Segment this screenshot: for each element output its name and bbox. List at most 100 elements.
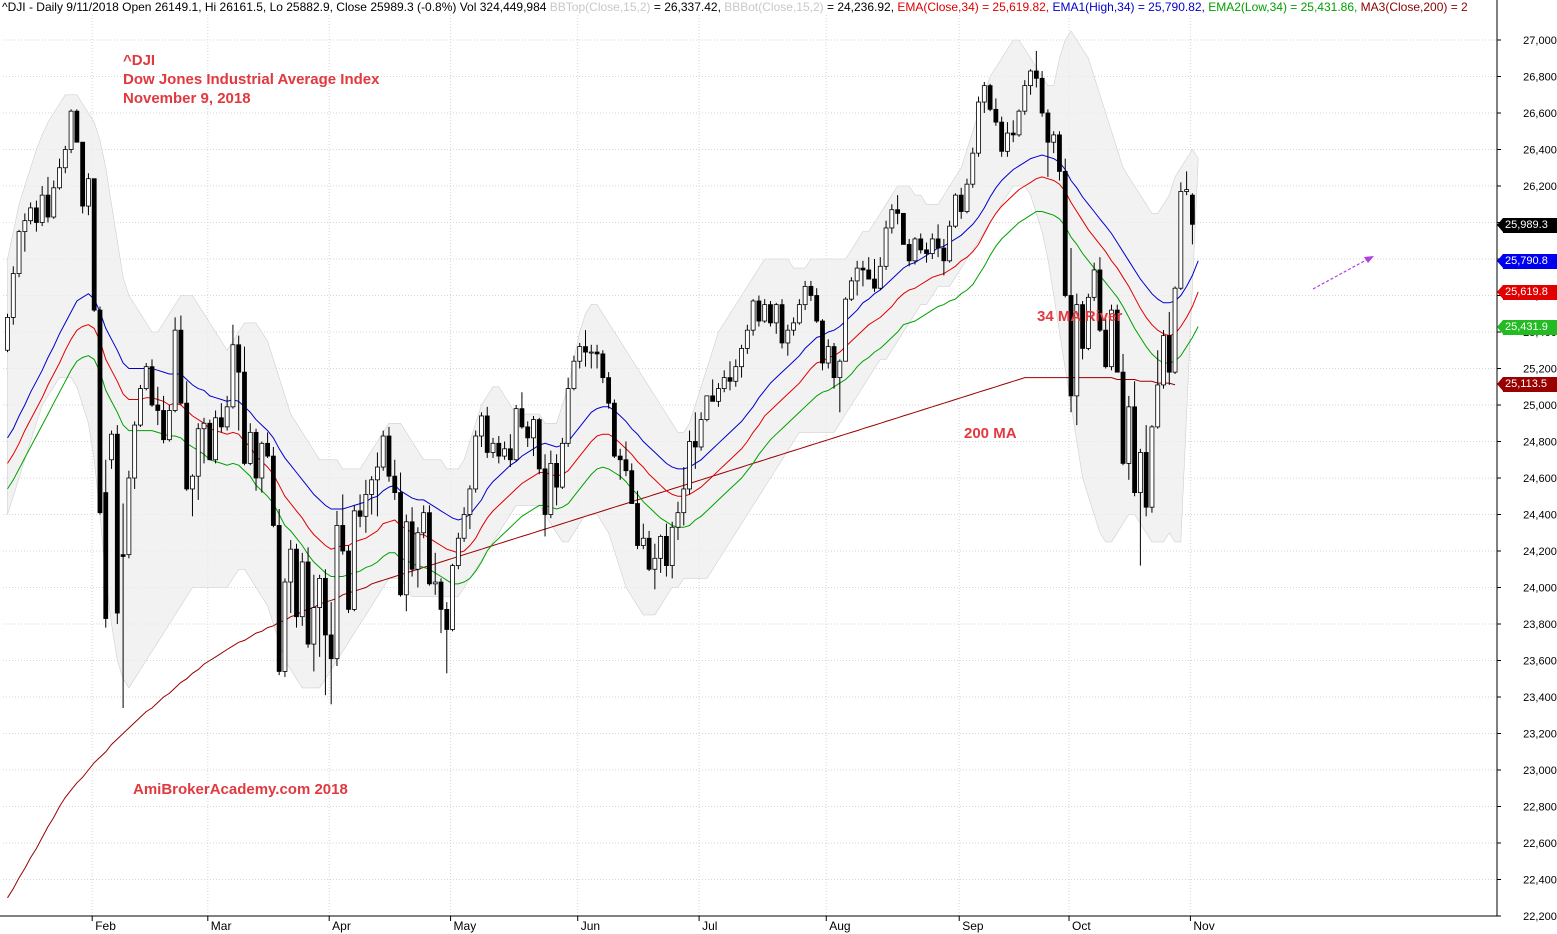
candle-body [207, 422, 213, 461]
title-symbol: ^DJI [123, 52, 156, 69]
ema-badge: 25,619.8 [1497, 285, 1557, 300]
y-tick-label: 23,600 [1523, 656, 1557, 668]
river-label: 34 MA River [1037, 308, 1123, 325]
bbtop-label: BBTop(Close,15,2) [549, 0, 651, 14]
candle-body [1039, 77, 1045, 114]
candle-body [669, 526, 675, 567]
y-tick-label: 24,800 [1523, 437, 1557, 449]
candle-body [854, 267, 860, 282]
y-tick-label: 24,400 [1523, 510, 1557, 522]
candle-body [860, 267, 866, 271]
candle-body [450, 565, 455, 630]
candle-body [190, 475, 195, 490]
candle-body [1057, 134, 1062, 172]
candle-body [236, 344, 242, 373]
candle-body [583, 346, 588, 353]
candle-body [473, 435, 479, 490]
candle-body [1149, 426, 1155, 508]
candle-body [536, 419, 542, 470]
candle-body [461, 514, 467, 539]
candle-body [727, 377, 733, 382]
candle-body [848, 280, 854, 300]
candle-body [825, 346, 831, 364]
candle-body [120, 554, 126, 557]
candle-body [51, 187, 57, 218]
ema-high-line [7, 154, 1199, 521]
close-price-badge: 25,989.3 [1497, 218, 1557, 233]
candle-body [444, 609, 450, 630]
bbbot-label: BBBot(Close,15,2) [724, 0, 824, 14]
candle-body [467, 488, 473, 515]
candle-body [39, 194, 45, 223]
y-tick-label: 26,400 [1523, 145, 1557, 157]
y-tick-label: 22,800 [1523, 802, 1557, 814]
candle-body [1085, 296, 1091, 349]
candle-body [929, 238, 935, 254]
candle-body [1080, 304, 1085, 349]
candle-body [490, 442, 496, 453]
candle-body [779, 304, 785, 344]
candle-body [334, 525, 340, 660]
candle-body [282, 581, 288, 672]
candle-body [877, 265, 883, 289]
y-tick-label: 24,200 [1523, 546, 1557, 558]
candle-body [1016, 110, 1022, 136]
ema-label: EMA(Close,34) = 25,619.82, [897, 0, 1053, 14]
candle-body [247, 431, 253, 464]
candle-body [1132, 406, 1137, 494]
candle-body [74, 110, 80, 143]
candle-body [999, 121, 1005, 152]
candle-body [1120, 371, 1126, 464]
candle-body [132, 424, 138, 479]
candle-body [57, 167, 62, 189]
candle-body [507, 448, 513, 461]
candle-body [299, 561, 305, 618]
y-tick-label: 22,600 [1523, 838, 1557, 850]
candle-body [22, 220, 28, 233]
candle-body [311, 607, 317, 645]
candle-body [617, 455, 623, 461]
candle-body [265, 442, 271, 457]
candle-body [97, 309, 103, 514]
ema2-badge: 25,431.9 [1497, 320, 1557, 335]
month-label: Jul [702, 919, 717, 933]
candle-body [161, 410, 166, 441]
candle-body [351, 510, 357, 610]
candle-body [230, 344, 236, 408]
candle-body [1137, 452, 1143, 494]
candle-body [195, 428, 201, 477]
candle-body [924, 249, 929, 254]
candle-body [28, 207, 34, 222]
candle-body [1178, 191, 1184, 289]
projection-arrow [1312, 258, 1369, 290]
candle-body [831, 346, 837, 379]
candle-body [479, 415, 484, 437]
candle-body [687, 441, 692, 490]
candle-body [681, 488, 687, 514]
candle-body [409, 521, 415, 570]
candle-body [1143, 452, 1149, 508]
candle-body [993, 108, 999, 123]
y-tick-label: 25,000 [1523, 400, 1557, 412]
candle-body [114, 433, 120, 614]
candle-body [259, 442, 265, 479]
candle-body [554, 462, 559, 488]
candle-body [768, 304, 773, 324]
candle-body [577, 346, 583, 362]
badge-text: 25,790.8 [1505, 255, 1548, 267]
ma200-line [7, 377, 1176, 899]
candle-body [773, 304, 779, 324]
candle-body [126, 477, 132, 556]
candle-body [594, 351, 600, 355]
candle-body [1033, 70, 1039, 79]
candle-body [895, 209, 901, 214]
candle-body [791, 322, 796, 331]
candle-body [640, 537, 646, 546]
candle-body [155, 404, 161, 411]
candle-body [363, 494, 369, 517]
candle-body [866, 269, 872, 280]
candle-body [288, 548, 294, 583]
month-label: Aug [829, 919, 850, 933]
candle-body [1022, 85, 1028, 112]
